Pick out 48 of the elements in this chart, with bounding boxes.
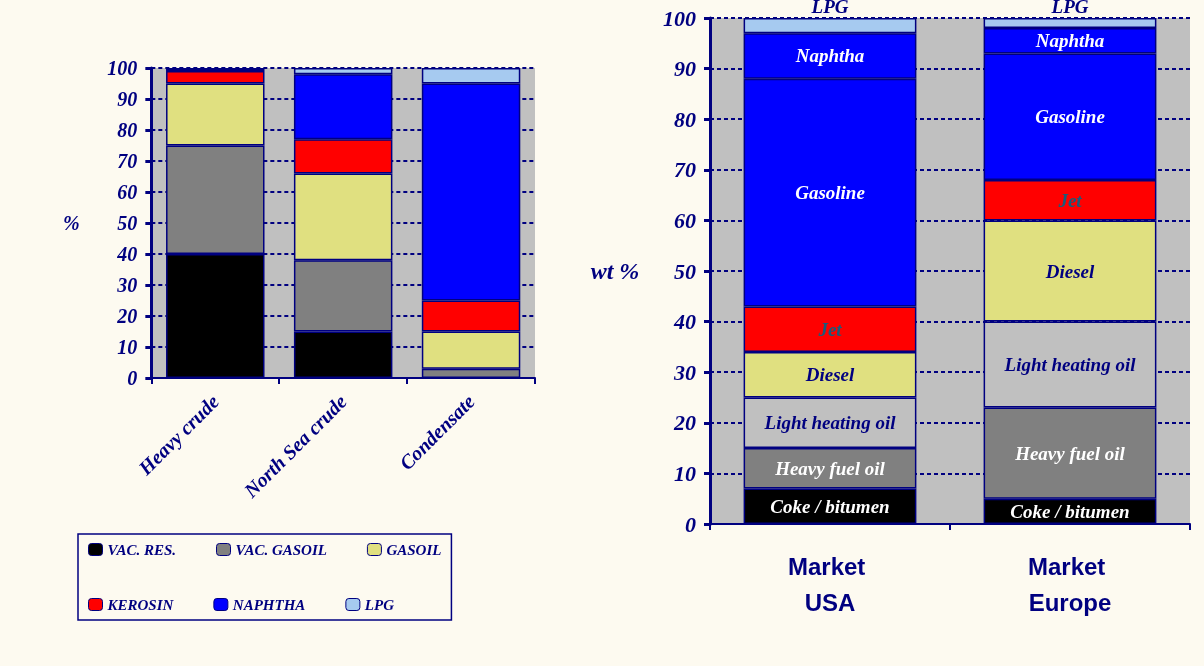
series-label: Naphtha (1034, 30, 1105, 52)
series-label: Heavy fuel oil (774, 457, 886, 479)
y-tick-label: 70 (117, 150, 138, 172)
y-tick-label: 30 (673, 359, 696, 385)
series-label: Gasoline (795, 182, 866, 204)
y-tick-label: 80 (674, 106, 696, 132)
y-tick-label: 40 (673, 309, 696, 335)
y-axis-title: wt % (590, 258, 640, 284)
series-label: Diesel (804, 364, 855, 386)
y-tick-label: 0 (685, 511, 696, 537)
y-tick-label: 90 (117, 88, 138, 110)
y-tick-label: 70 (674, 157, 696, 183)
legend-label: KEROSIN (106, 596, 175, 613)
legend-label: VAC. GASOIL (235, 541, 327, 558)
y-tick-label: 100 (663, 5, 696, 31)
y-tick-label: 60 (674, 207, 696, 233)
text: Diesel (1045, 260, 1095, 282)
text: Coke / bitumen (770, 495, 890, 517)
y-tick-label: 100 (107, 57, 138, 79)
x-tick-label: Market Europe (1027, 552, 1113, 616)
y-tick-label: 10 (674, 460, 696, 486)
legend-label: VAC. RES. (107, 541, 177, 558)
legend-label: NAPHTHA (231, 596, 306, 613)
y-axis-title: % (62, 212, 80, 234)
series-label: Jet (1057, 189, 1083, 211)
series-label: LPG (810, 0, 849, 17)
y-tick-label: 30 (116, 274, 138, 296)
series-label: Coke / bitumen (1010, 500, 1130, 522)
text: Naphtha (795, 45, 865, 67)
y-tick-label: 90 (674, 56, 696, 82)
y-tick-label: 50 (117, 212, 138, 234)
y-tick-label: 0 (127, 367, 138, 389)
y-tick-label: 20 (116, 305, 138, 327)
text: Heavy fuel oil (1015, 442, 1125, 464)
x-tick-label: Market USA (787, 552, 873, 616)
y-tick-label: 40 (116, 243, 138, 265)
series-label: Light heating oil (763, 412, 897, 434)
legend-label: LPG (363, 596, 395, 613)
y-tick-label: 10 (117, 336, 138, 358)
y-tick-label: 60 (117, 181, 138, 203)
text: LPG (1051, 0, 1089, 17)
y-tick-label: 20 (673, 410, 696, 436)
y-tick-label: 80 (117, 119, 138, 141)
text: Jet (818, 318, 842, 340)
text: Light heating oil (1004, 354, 1136, 376)
y-tick-label: 50 (674, 258, 696, 284)
legend-label: GASOIL (386, 541, 442, 558)
text: Gasoline (1035, 106, 1105, 128)
